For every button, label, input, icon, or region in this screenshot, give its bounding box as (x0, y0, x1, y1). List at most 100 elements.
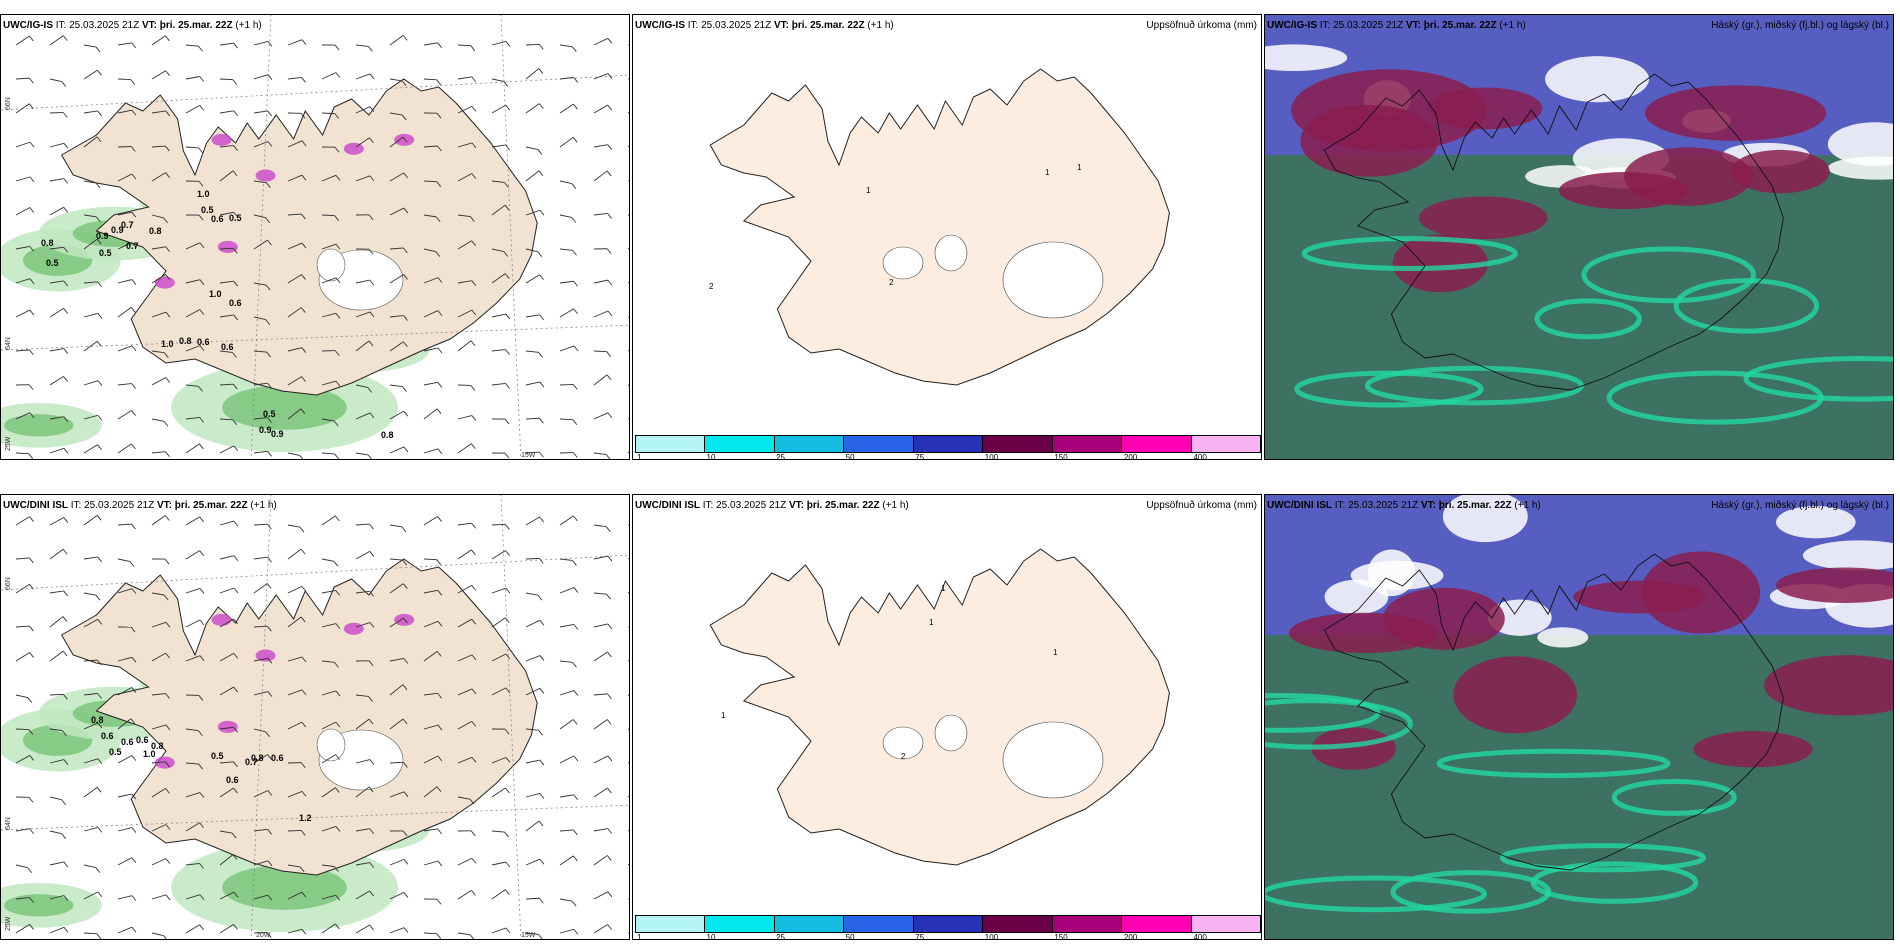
wind-barb (15, 828, 30, 832)
wind-barb (457, 756, 473, 764)
wind-barb (185, 619, 201, 628)
wind-barb (389, 78, 403, 82)
wind-barb-flag (299, 866, 305, 873)
wind-barb (117, 242, 133, 250)
wind-barb (219, 830, 233, 834)
wind-barb-flag (606, 593, 611, 600)
wind-barb-flag (163, 594, 169, 601)
wind-barb-flag (505, 383, 510, 389)
colorbar-cell (844, 436, 914, 452)
wind-barb (321, 312, 337, 318)
wind-barb (253, 728, 266, 733)
wind-barb-flag (471, 76, 477, 83)
wind-barb-flag (97, 444, 102, 450)
wind-barb (525, 146, 538, 150)
wind-barb-flag (437, 277, 443, 283)
wind-barb-flag (29, 557, 34, 564)
wind-barb-flag (369, 311, 375, 318)
wind-barb (559, 755, 575, 764)
wind-barb (151, 214, 164, 219)
wind-barb (49, 348, 64, 352)
wind-barb (185, 894, 201, 900)
wind-barb-flag (300, 762, 306, 768)
wind-barb (525, 103, 540, 114)
wind-barb-flag (537, 251, 543, 257)
colorbar-label: 1 (637, 933, 642, 940)
wind-barb (151, 515, 166, 526)
wind-barb-flag (436, 651, 442, 657)
wind-barb (287, 39, 303, 46)
wind-barb-flag (334, 787, 340, 793)
accumulated-precip-map: 1 1 1 1 2 (709, 548, 1170, 866)
wind-barb-flag (573, 515, 578, 522)
precip-purple-cell (394, 613, 415, 626)
wind-barb (423, 248, 436, 253)
precip-value-label: 0.6 (271, 753, 284, 763)
grid-label: 25W (5, 916, 12, 931)
wind-barb-flag (607, 787, 612, 794)
wind-barb (321, 894, 337, 900)
wind-barb (525, 759, 540, 764)
wind-barb (321, 923, 336, 934)
wind-barb (83, 136, 98, 148)
precip-value-label: 0.8 (91, 715, 104, 725)
wind-barb-flag (571, 900, 577, 907)
wind-barb (355, 828, 370, 832)
wind-barb (321, 787, 336, 798)
wind-barb-flag (163, 217, 168, 224)
wind-barb-flag (63, 448, 69, 454)
wind-barb (117, 895, 133, 900)
wind-barb (627, 762, 629, 764)
wind-barb (253, 691, 269, 696)
wind-barb (185, 728, 199, 732)
wind-barb-flag (97, 281, 102, 288)
clear-sky-patch (1324, 579, 1389, 615)
wind-barb (389, 718, 404, 730)
wind-barb-flag (63, 308, 68, 314)
wind-barb (83, 618, 98, 628)
wind-barb-flag (471, 890, 476, 896)
wind-barb-flag (369, 175, 375, 182)
wind-barb-flag (63, 143, 69, 149)
wind-barb-flag (436, 933, 442, 939)
wind-barb (525, 687, 541, 696)
wind-barb-flag (335, 72, 341, 78)
wind-barb-flag (265, 284, 271, 291)
wind-barb (423, 755, 439, 764)
wind-barb (185, 822, 200, 832)
colorbar-cell (636, 436, 706, 452)
wind-barb-flag (607, 213, 612, 219)
mid-cloud-area (1693, 731, 1813, 768)
wind-barb (457, 584, 472, 594)
wind-barb-flag (199, 309, 205, 315)
wind-barb (117, 523, 132, 526)
wind-barb (423, 651, 438, 662)
wind-barb-flag (63, 895, 69, 901)
wind-barb-flag (233, 520, 239, 527)
wind-barb-flag (539, 858, 545, 865)
precip-value-label: 0.5 (263, 409, 276, 419)
wind-barb-flag (199, 894, 205, 901)
wind-barb (423, 724, 439, 730)
wind-barb (525, 248, 538, 253)
wind-barb (253, 583, 268, 594)
wind-barb-flag (401, 80, 407, 87)
wind-barb (117, 926, 133, 934)
accumulated-precip-map: 1 1 1 2 2 (709, 68, 1170, 386)
wind-barb (253, 141, 269, 148)
wind-barb (423, 347, 438, 352)
wind-barb (219, 587, 235, 594)
wind-barb (355, 890, 370, 900)
wind-barb-flag (199, 863, 204, 869)
wind-barb (355, 786, 370, 798)
wind-barb-flag (436, 79, 442, 86)
wind-barb (185, 924, 200, 934)
precip-value-label: 0.8 (179, 336, 192, 346)
precip-purple-cell (343, 622, 364, 635)
wind-barb (15, 278, 31, 284)
wind-barb-flag (505, 757, 511, 763)
wind-barb (593, 787, 608, 798)
wind-barb (627, 180, 629, 182)
wind-barb-flag (437, 310, 443, 316)
wind-barb (219, 350, 233, 353)
